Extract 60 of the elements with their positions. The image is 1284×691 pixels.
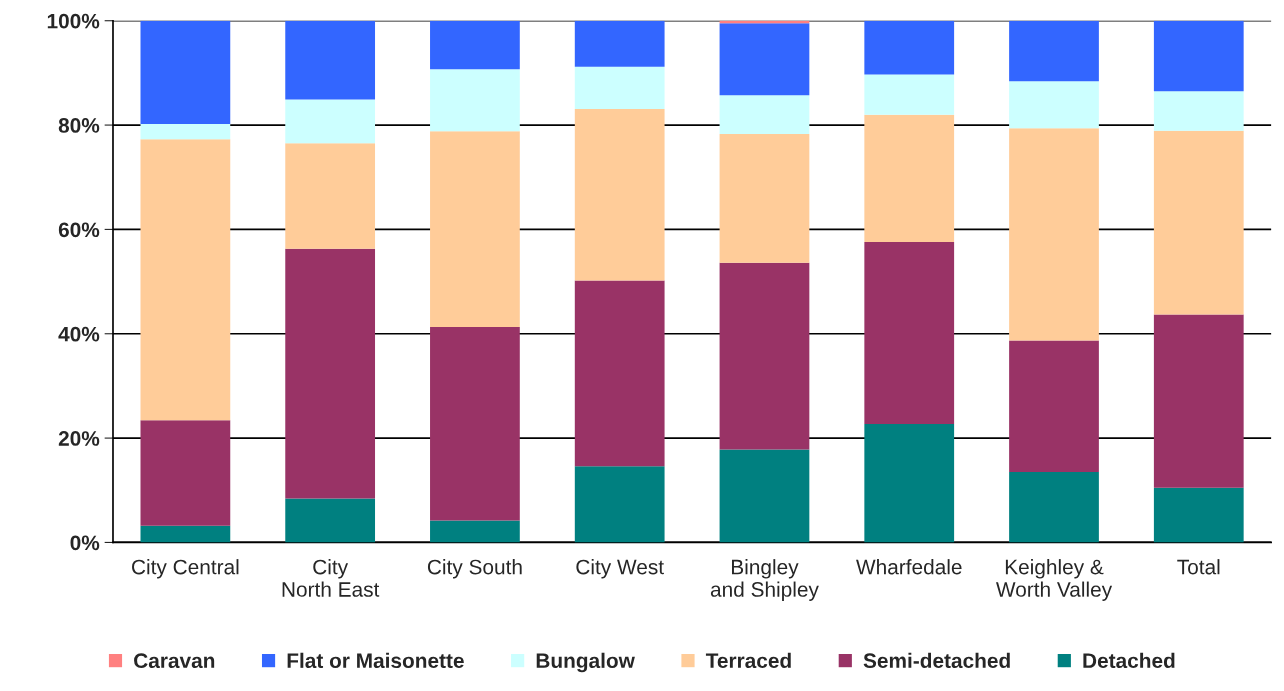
bar — [1153, 487, 1244, 543]
bar — [285, 143, 376, 249]
bar — [574, 466, 665, 543]
bar — [864, 74, 955, 115]
bar — [1009, 340, 1099, 472]
y-tick-label: 80% — [58, 118, 100, 133]
x-tick-label: City North East — [282, 559, 380, 597]
bar — [285, 99, 376, 144]
bar — [140, 124, 231, 140]
legend-label: Bungalow — [536, 652, 635, 673]
x-tick-label: City South — [427, 559, 522, 579]
bar — [574, 280, 665, 467]
bar — [1009, 472, 1099, 543]
x-tick-label: Total — [1177, 559, 1220, 575]
bar — [864, 241, 955, 425]
legend-label: Semi-detached — [863, 652, 1010, 669]
bar — [574, 108, 665, 281]
bar — [1009, 20, 1099, 82]
bar — [140, 525, 231, 543]
bar — [430, 131, 520, 327]
bar — [719, 449, 810, 543]
x-tick-label: Bingley and Shipley — [710, 559, 819, 601]
bar — [719, 133, 810, 263]
bar — [574, 20, 665, 67]
bar — [430, 326, 520, 521]
bar — [285, 498, 376, 543]
bar — [1009, 128, 1099, 341]
bar — [719, 23, 810, 96]
legend-label: Detached — [1083, 652, 1175, 669]
bar — [1153, 130, 1244, 315]
y-tick-label: 20% — [58, 431, 100, 446]
y-tick-label: 40% — [58, 326, 100, 342]
bar — [140, 420, 231, 526]
x-tick-label: City Central — [132, 559, 239, 579]
x-tick-label: City West — [576, 559, 664, 579]
bar — [285, 248, 376, 499]
bar — [864, 424, 955, 543]
bar — [430, 20, 520, 70]
bar — [1153, 20, 1244, 92]
legend-label: Terraced — [705, 652, 791, 669]
y-tick-label: 0% — [70, 535, 100, 551]
bar — [864, 114, 955, 242]
bar — [1153, 91, 1244, 131]
y-tick-label: 100% — [47, 13, 100, 29]
bar — [430, 69, 520, 132]
bar — [574, 66, 665, 109]
legend-label: Caravan — [134, 653, 215, 669]
bar — [140, 20, 231, 125]
bar — [285, 20, 376, 100]
bar — [140, 139, 231, 421]
y-tick-label: 60% — [58, 222, 100, 238]
bar — [719, 95, 810, 134]
legend-label: Flat or Maisonette — [287, 652, 464, 669]
bar — [719, 262, 810, 450]
bar — [430, 520, 520, 543]
bar — [864, 20, 955, 75]
x-tick-label: Keighley & Worth Valley — [996, 559, 1113, 601]
x-tick-label: Wharfedale — [856, 559, 962, 575]
bar — [1153, 314, 1244, 488]
bar — [1009, 81, 1099, 129]
